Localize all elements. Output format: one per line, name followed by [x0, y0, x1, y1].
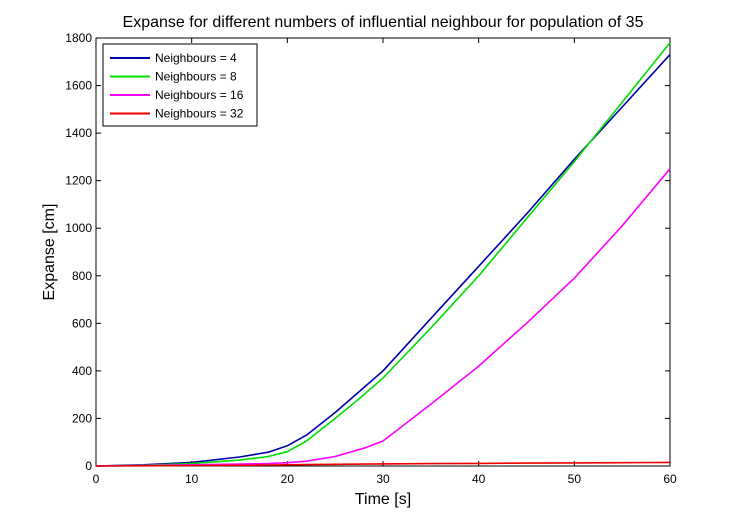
series-line-3: [95, 168, 671, 467]
y-tick-label: 1600: [65, 79, 92, 93]
series-line-4: [95, 461, 671, 467]
x-tick-label: 50: [568, 472, 582, 486]
chart-title: Expanse for different numbers of influen…: [123, 14, 644, 31]
y-tick-label: 200: [72, 411, 92, 425]
x-tick-label: 20: [281, 472, 295, 486]
x-axis-title: Time [s]: [355, 491, 411, 508]
legend-label-4: Neighbours = 32: [155, 107, 244, 121]
legend: Neighbours = 4 Neighbours = 8 Neighbours =…: [102, 43, 258, 127]
axis-ticks: 0 10 20 30 40 50 60020040060080010001200140016…: [65, 31, 677, 486]
x-tick-label: 40: [472, 472, 486, 486]
y-axis-title: Expanse [cm]: [41, 204, 58, 301]
series-line-1: [95, 54, 671, 467]
x-tick-label: 30: [376, 472, 390, 486]
x-tick-label: 10: [185, 472, 199, 486]
legend-label-2: Neighbours = 8: [155, 70, 237, 84]
y-tick-label: 600: [72, 316, 92, 330]
y-tick-label: 800: [72, 269, 92, 283]
y-tick-label: 1200: [65, 174, 92, 188]
y-tick-label: 1800: [65, 31, 92, 45]
y-tick-label: 1400: [65, 126, 92, 140]
x-tick-label: 0: [93, 472, 100, 486]
legend-label-3: Neighbours = 16: [155, 88, 244, 102]
y-tick-label: 1000: [65, 221, 92, 235]
x-tick-label: 60: [663, 472, 677, 486]
y-tick-label: 0: [85, 459, 92, 473]
series-lines: [95, 42, 671, 467]
y-tick-label: 400: [72, 364, 92, 378]
series-line-2: [95, 42, 671, 467]
legend-label-1: Neighbours = 4: [155, 51, 237, 65]
